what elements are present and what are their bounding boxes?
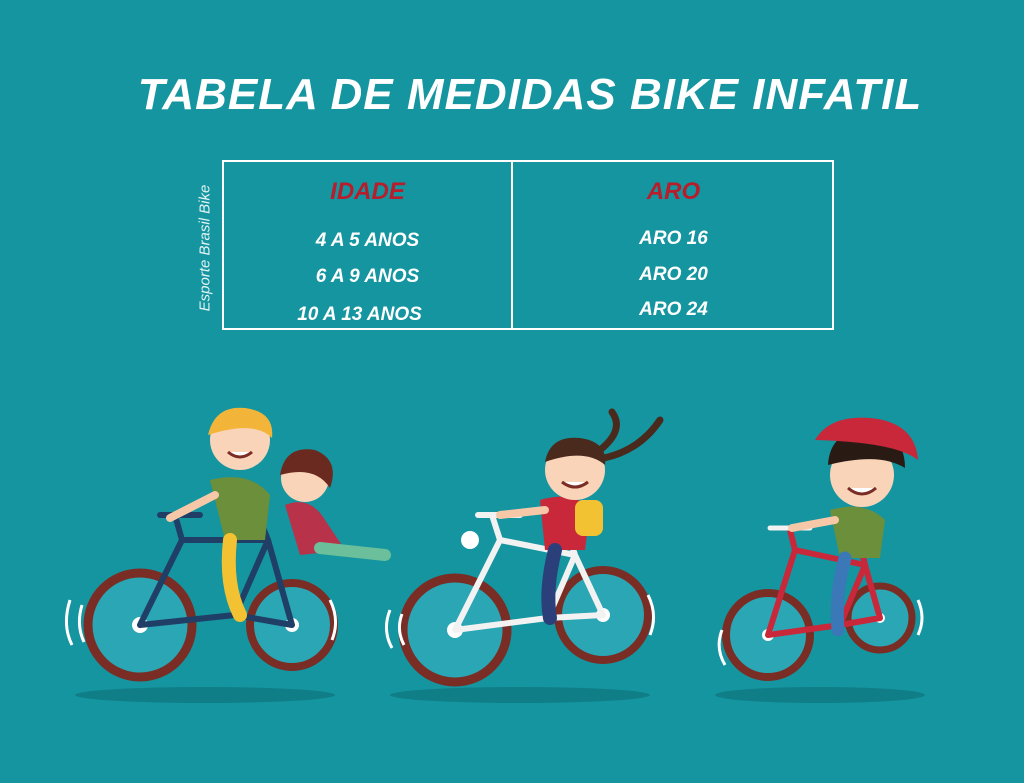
girl-dress — [285, 502, 345, 555]
girl-hair — [545, 437, 606, 465]
boy-cap — [815, 417, 918, 460]
red-bike-with-boy — [715, 417, 925, 703]
boy-shirt — [210, 477, 270, 540]
shadow — [390, 687, 650, 703]
bike-frame — [765, 529, 883, 638]
shadow — [75, 687, 335, 703]
girl-smile — [561, 480, 589, 489]
poster-title: TABELA DE MEDIDAS BIKE INFATIL — [137, 70, 923, 119]
boy-hair — [208, 407, 273, 438]
boy-arm — [166, 491, 219, 522]
rim-cell: ARO 24 — [639, 299, 708, 320]
motion-lines — [65, 599, 337, 646]
bike-frame — [137, 514, 295, 628]
shadow — [715, 687, 925, 703]
age-cell: 10 A 13 ANOS — [297, 304, 422, 325]
rim-header: ARO — [646, 178, 701, 205]
backpack — [575, 500, 603, 536]
size-table: IDADE 4 A 5 ANOS 6 A 9 ANOS 10 A 13 ANOS… — [222, 160, 834, 330]
age-cell: 6 A 9 ANOS — [315, 266, 420, 287]
boy-shirt — [830, 506, 885, 558]
kids-on-bikes-illustration — [65, 407, 925, 703]
boy-legs — [221, 533, 247, 622]
watermark-text: Esporte Brasil Bike — [196, 184, 214, 312]
girl-arm — [496, 506, 549, 519]
motion-lines — [385, 594, 655, 649]
boy-smile — [227, 450, 253, 459]
age-header: IDADE — [330, 178, 405, 205]
boy-legs — [830, 551, 852, 637]
motion-lines — [717, 599, 924, 666]
girl-hair — [280, 449, 333, 488]
age-cell: 4 A 5 ANOS — [315, 230, 420, 251]
bike-lamp — [461, 531, 479, 549]
boy-arm — [788, 516, 839, 532]
rim-cell: ARO 20 — [639, 264, 708, 285]
girl-braids — [596, 408, 664, 462]
blue-bike-with-two-kids — [65, 407, 391, 703]
bike-frame — [452, 514, 606, 633]
column-divider — [511, 162, 513, 328]
white-bike-with-girl — [385, 408, 664, 703]
girl-legs — [541, 543, 562, 625]
rim-cell: ARO 16 — [639, 228, 708, 249]
boy-smile — [847, 486, 877, 496]
girl-legs — [314, 542, 391, 561]
